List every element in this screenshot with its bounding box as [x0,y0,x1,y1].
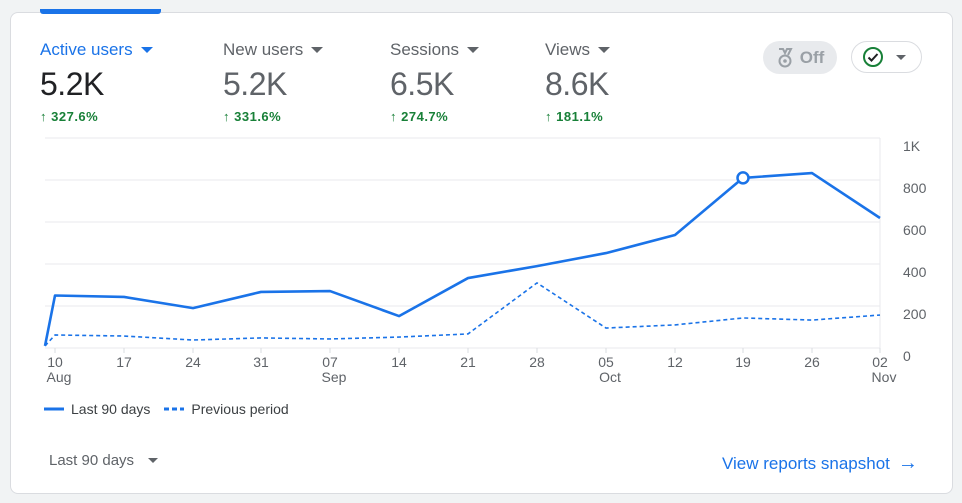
toggle-label: Off [799,47,825,67]
x-month-label: Oct [599,369,621,385]
change-value: 181.1% [556,109,604,124]
x-tick-label: 07 [322,354,338,370]
view-reports-snapshot-link[interactable]: View reports snapshot → [722,452,918,475]
x-tick-label: 19 [735,354,751,370]
metric-label: New users [223,40,304,59]
caret-down-icon [148,458,159,463]
metric-value: 8.6K [545,66,609,102]
caret-down-icon [311,47,324,53]
x-tick-label: 24 [185,354,201,370]
y-tick-label: 1K [903,138,921,154]
metric-new-users[interactable]: New users 5.2K ↑ 331.6% [223,40,324,124]
metric-change: ↑ 331.6% [223,109,282,124]
x-tick-label: 05 [598,354,614,370]
metric-change: ↑ 181.1% [545,109,604,124]
date-range-dropdown[interactable]: Last 90 days [49,452,159,469]
x-tick-label: 12 [667,354,683,370]
metric-label: Active users [40,40,133,59]
caret-down-icon [466,47,479,53]
caret-down-icon [896,54,906,60]
x-tick-label: 21 [460,354,476,370]
check-circle-icon [863,47,883,67]
y-tick-label: 800 [903,180,927,196]
chart-legend: Last 90 days Previous period [44,401,289,417]
legend-item-previous-period: Previous period [164,401,289,417]
y-tick-label: 400 [903,264,927,280]
metric-value: 5.2K [223,66,287,102]
change-value: 274.7% [401,109,449,124]
metric-sessions[interactable]: Sessions 6.5K ↑ 274.7% [390,40,479,124]
x-month-label: Nov [872,369,897,385]
metric-label: Sessions [390,40,459,59]
metric-selector[interactable]: Active users [40,40,153,60]
link-label: View reports snapshot [722,453,890,473]
data-quality-dropdown[interactable] [851,41,922,73]
caret-down-icon [140,47,153,53]
active-tab-indicator [40,9,161,14]
change-value: 327.6% [51,109,99,124]
metric-selector[interactable]: Sessions [390,40,479,60]
date-range-label: Last 90 days [49,452,135,469]
x-tick-label: 14 [391,354,407,370]
arrow-right-icon: → [897,452,918,474]
highlighted-point [736,171,750,185]
x-month-label: Aug [47,369,72,385]
overview-card [10,12,953,494]
x-tick-label: 31 [253,354,269,370]
metric-value: 5.2K [40,66,104,102]
metric-label: Views [545,40,591,59]
metric-selector[interactable]: New users [223,40,324,60]
x-month-label: Sep [322,369,347,385]
x-tick-label: 28 [529,354,545,370]
metric-value: 6.5K [390,66,454,102]
legend-label: Previous period [191,401,289,417]
y-tick-label: 0 [903,348,911,364]
solid-line-swatch [44,407,64,411]
legend-label: Last 90 days [71,401,151,417]
metric-change: ↑ 274.7% [390,109,449,124]
metric-views[interactable]: Views 8.6K ↑ 181.1% [545,40,611,124]
x-tick-label: 26 [804,354,820,370]
x-tick-label: 02 [872,354,888,370]
dashed-line-swatch [164,407,185,411]
legend-item-last-90-days: Last 90 days [44,401,150,417]
caret-down-icon [598,47,611,53]
metric-change: ↑ 327.6% [40,109,99,124]
x-tick-label: 10 [47,354,63,370]
change-value: 331.6% [234,109,282,124]
x-tick-label: 17 [116,354,132,370]
series-line-last-90-days [43,171,881,347]
y-tick-label: 600 [903,222,927,238]
metric-active-users[interactable]: Active users 5.2K ↑ 327.6% [40,40,153,124]
insights-toggle-button[interactable]: Off [763,41,837,74]
y-tick-label: 200 [903,306,927,322]
series-line-previous-period [44,282,881,347]
metric-selector[interactable]: Views [545,40,611,60]
medal-icon [778,47,793,67]
